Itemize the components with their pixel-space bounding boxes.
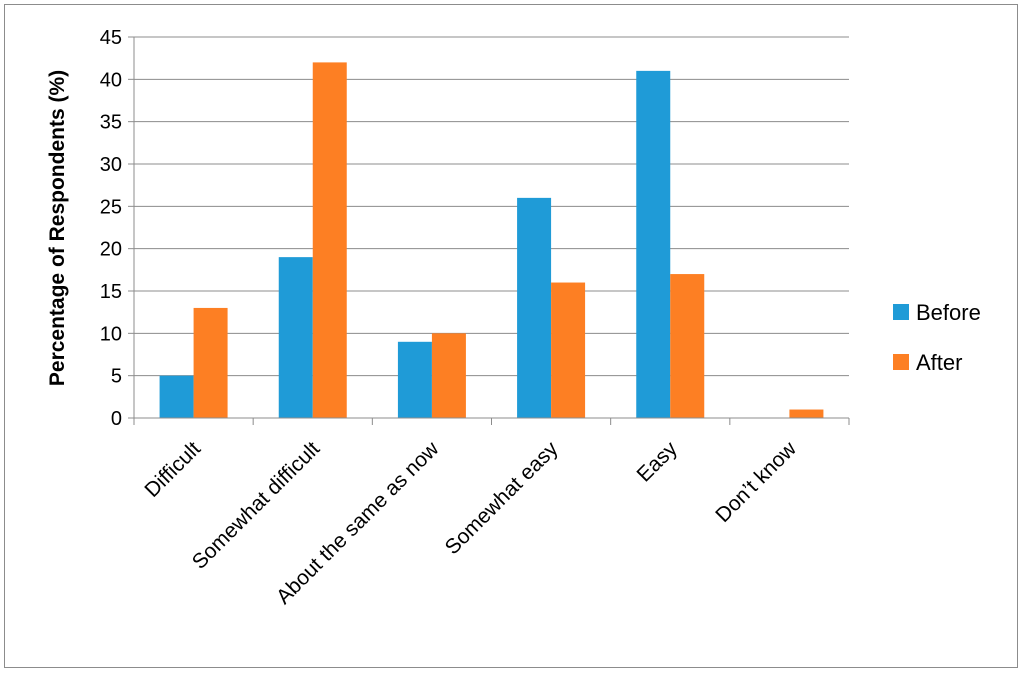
gridlines xyxy=(128,36,849,419)
y-tick-label: 5 xyxy=(111,366,122,388)
x-category-label: Easy xyxy=(633,437,683,487)
bar-before xyxy=(636,70,671,418)
x-category-label: Somewhat difficult xyxy=(188,437,325,574)
bar-after xyxy=(312,62,347,419)
y-tick-label: 25 xyxy=(100,196,122,218)
axes xyxy=(133,37,850,425)
bars xyxy=(159,62,824,419)
bar-after xyxy=(193,307,228,418)
bar-after xyxy=(431,333,466,418)
legend-swatch-after xyxy=(893,354,909,370)
y-tick-label: 15 xyxy=(100,281,122,303)
bar-before xyxy=(278,257,313,418)
bar-before xyxy=(159,375,194,418)
x-category-label: Difficult xyxy=(140,437,205,502)
bar-before xyxy=(517,197,552,418)
y-tick-labels: 0 5 10 15 20 25 30 35 40 45 xyxy=(100,27,122,430)
x-category-label: Somewhat easy xyxy=(441,437,563,559)
bar-before xyxy=(397,341,432,418)
bar-after xyxy=(551,282,586,418)
y-tick-label: 35 xyxy=(100,112,122,134)
y-tick-label: 45 xyxy=(100,27,122,49)
y-tick-label: 40 xyxy=(100,69,122,91)
chart-frame xyxy=(4,4,1018,668)
y-axis-title: Percentage of Respondents (%) xyxy=(46,70,69,386)
x-category-label: Don’t know xyxy=(711,437,801,527)
y-tick-label: 30 xyxy=(100,154,122,176)
legend-label-after: After xyxy=(916,350,962,375)
legend: Before After xyxy=(893,300,981,375)
y-tick-label: 0 xyxy=(111,408,122,430)
legend-label-before: Before xyxy=(916,300,981,325)
bar-after xyxy=(789,409,824,418)
y-tick-label: 10 xyxy=(100,323,122,345)
bar-after xyxy=(670,274,705,418)
y-tick-label: 20 xyxy=(100,239,122,261)
legend-swatch-before xyxy=(893,304,909,320)
